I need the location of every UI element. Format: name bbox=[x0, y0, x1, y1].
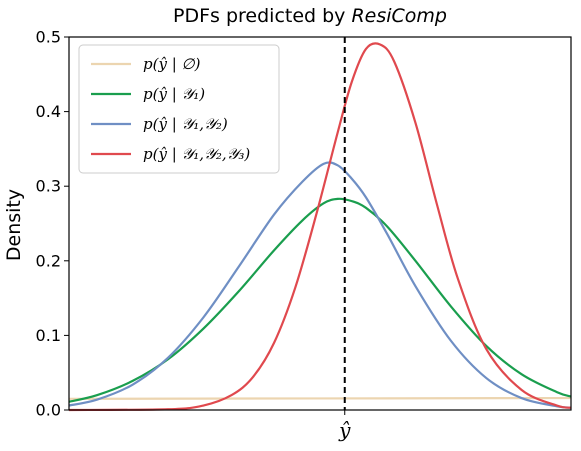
y-tick-label: 0.3 bbox=[36, 177, 61, 196]
series-line-4 bbox=[68, 42, 572, 412]
y-tick-label: 0.4 bbox=[36, 102, 61, 121]
chart-title: PDFs predicted by ResiComp bbox=[173, 5, 447, 27]
y-tick-label: 0.5 bbox=[36, 28, 61, 47]
x-tick-label: ŷ bbox=[338, 418, 351, 442]
series-line-3 bbox=[68, 161, 572, 409]
legend-entry: p(ŷ | ∅) bbox=[143, 55, 201, 73]
axes-frame bbox=[68, 36, 572, 411]
legend-box bbox=[78, 44, 280, 174]
density-curves bbox=[68, 42, 572, 412]
y-tick-label: 0.0 bbox=[36, 401, 61, 420]
y-axis-ticks: 0.0 0.1 0.2 0.3 0.4 0.5 bbox=[36, 28, 69, 420]
legend-entry: p(ŷ | 𝒴₁,𝒴₂) bbox=[143, 115, 228, 133]
series-line-1 bbox=[68, 396, 572, 400]
y-tick-label: 0.1 bbox=[36, 326, 61, 345]
plot-area bbox=[68, 37, 572, 412]
series-line-2 bbox=[68, 197, 572, 403]
legend: p(ŷ | ∅) p(ŷ | 𝒴₁) p(ŷ | 𝒴₁,𝒴₂) p(ŷ | 𝒴₁,𝒴₂… bbox=[78, 44, 280, 174]
legend-entry: p(ŷ | 𝒴₁) bbox=[143, 85, 205, 103]
x-axis-ticks: ŷ bbox=[338, 410, 351, 442]
y-tick-label: 0.2 bbox=[36, 251, 61, 270]
y-axis-label: Density bbox=[3, 189, 25, 261]
legend-entry: p(ŷ | 𝒴₁,𝒴₂,𝒴₃) bbox=[143, 145, 250, 163]
